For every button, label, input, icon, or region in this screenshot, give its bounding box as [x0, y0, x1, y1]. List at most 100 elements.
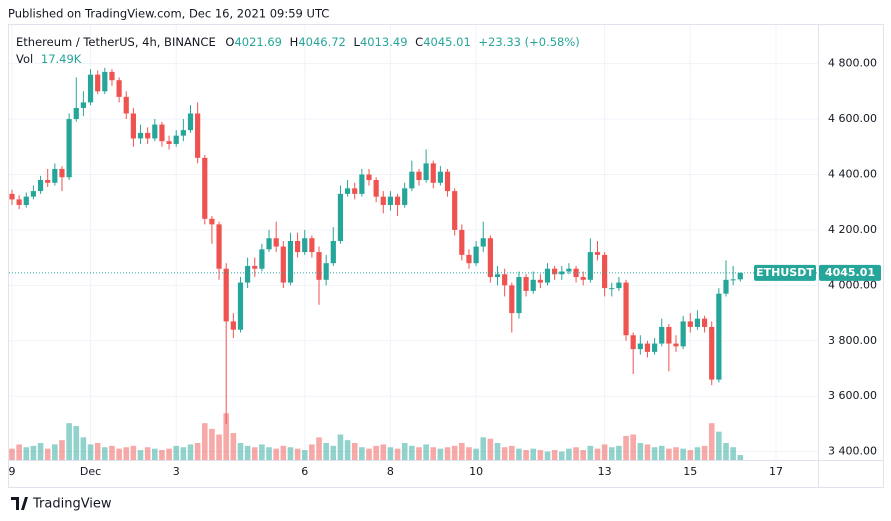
volume-bar — [216, 434, 222, 460]
brand: TradingView — [32, 497, 112, 512]
candle-body — [309, 238, 315, 253]
candle-body — [402, 188, 408, 205]
volume-bar — [194, 443, 201, 460]
volume-bar — [416, 447, 422, 460]
volume-bar — [294, 448, 301, 460]
volume-bar — [52, 444, 58, 460]
volume-bar — [180, 447, 187, 460]
volume-bar — [316, 437, 322, 460]
candle-body — [16, 199, 22, 205]
volume-bar — [16, 444, 22, 460]
volume-bar — [280, 445, 287, 460]
candle-body — [230, 321, 236, 330]
candle-body — [280, 246, 286, 283]
candle-body — [537, 279, 543, 283]
candle-body — [387, 196, 394, 205]
candle-body — [602, 254, 608, 289]
candle-body — [502, 274, 508, 286]
x-tick-label: 6 — [301, 465, 308, 478]
y-tick-label: 3 800.00 — [828, 334, 877, 347]
change: +23.33 (+0.58%) — [478, 35, 579, 49]
volume-bar — [608, 447, 615, 460]
ohlc-letter: C — [415, 35, 423, 49]
candle-body — [673, 343, 679, 347]
candle-body — [102, 71, 108, 92]
x-tick-label: Dec — [80, 465, 101, 478]
candle-body — [716, 293, 722, 380]
candle-body — [30, 191, 37, 197]
candle-body — [444, 171, 451, 192]
volume-bar — [373, 445, 379, 460]
candle-body — [409, 171, 415, 189]
volume-value: 17.49K — [41, 52, 82, 66]
candle-body — [295, 241, 301, 253]
volume-bar — [509, 445, 515, 460]
candle-body — [344, 188, 351, 194]
volume-bar — [387, 447, 394, 460]
volume-bar — [73, 426, 80, 460]
price-tag: 4045.01 — [825, 266, 875, 279]
candle-body — [216, 224, 222, 269]
candle-body — [45, 180, 51, 183]
published-note: Published on TradingView.com, Dec 16, 20… — [8, 7, 329, 21]
y-tick-label: 4 000.00 — [828, 278, 877, 291]
volume-bar — [259, 444, 265, 460]
candle-body — [245, 265, 251, 283]
x-tick-label: 3 — [173, 465, 180, 478]
x-tick-label: 10 — [469, 465, 483, 478]
candle-body — [37, 180, 44, 192]
candle-body — [694, 318, 701, 327]
candle-body — [59, 168, 65, 178]
candle-body — [480, 238, 486, 247]
candle-body — [366, 174, 372, 181]
volume-bar — [573, 447, 579, 460]
candle-body — [373, 180, 379, 197]
candle-body — [616, 282, 622, 289]
candle-body — [23, 196, 29, 205]
volume-bar — [166, 448, 172, 460]
candle-body — [337, 193, 344, 241]
candle-body — [609, 288, 615, 290]
volume-bar — [130, 445, 137, 460]
candle-body — [95, 74, 101, 92]
candle-body — [352, 188, 358, 194]
volume-bar — [309, 444, 315, 460]
volume-bar — [251, 447, 258, 460]
volume-bar — [144, 447, 151, 460]
candle-body — [637, 343, 643, 350]
volume-bar — [716, 431, 722, 460]
volume-bar — [444, 447, 451, 460]
candle-body — [580, 277, 586, 280]
price-tag-box — [819, 264, 881, 281]
candle-body — [666, 326, 672, 344]
volume-bar — [159, 450, 165, 460]
volume-bar — [66, 423, 72, 460]
volume-bar — [94, 443, 101, 460]
volume-bar — [237, 443, 244, 460]
volume-bar — [694, 447, 701, 460]
candle-body — [109, 71, 115, 81]
volume-bar — [37, 443, 44, 460]
candle-body — [737, 272, 743, 280]
volume-bar — [30, 445, 37, 460]
volume-bar — [723, 443, 729, 460]
axes: 3 400.00 3 600.00 3 800.00 4 000.00 4 200.00… — [9, 57, 881, 478]
volume-bar — [737, 455, 744, 460]
volume-bar — [301, 450, 308, 460]
candle-body — [137, 132, 144, 139]
volume-bar — [23, 447, 30, 460]
volume-bar — [366, 448, 372, 460]
candle-body — [302, 238, 308, 253]
volume-bar — [644, 444, 651, 460]
candle-body — [416, 171, 422, 181]
y-tick-label: 4 600.00 — [828, 112, 877, 125]
volume-bar — [394, 448, 401, 460]
logo-icon — [11, 497, 28, 510]
volume-bar — [708, 423, 715, 460]
x-tick-label: 17 — [769, 465, 783, 478]
volume-bar — [594, 448, 601, 460]
volume-bar — [466, 447, 472, 460]
ohlc-letter: L — [354, 35, 361, 49]
candle-body — [116, 80, 122, 97]
